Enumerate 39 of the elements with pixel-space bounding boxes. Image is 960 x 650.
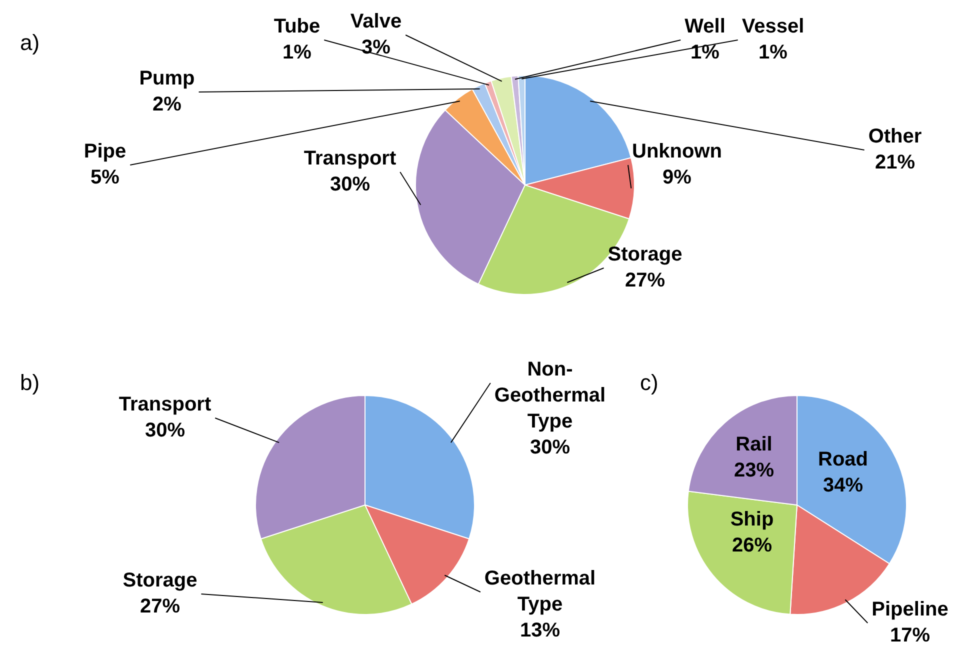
data-label: 30% (330, 174, 370, 196)
data-label: 30% (144, 420, 186, 442)
slice-label: Storage (122, 570, 198, 592)
slice-label: Unknown (632, 140, 722, 163)
data-label: 30% (530, 436, 570, 459)
slice-label: Transport (118, 394, 212, 416)
data-label: 9% (662, 166, 692, 189)
text: a) (20, 30, 40, 56)
data-label: 34% (822, 474, 864, 497)
slice-label: Vessel (742, 16, 804, 38)
data-label: 1% (282, 42, 312, 64)
slice-label: Storage (608, 244, 682, 266)
data-label: 17% (890, 624, 930, 647)
slice-label: Ship (730, 508, 774, 531)
data-label: 27% (624, 270, 666, 292)
data-label: 1% (690, 42, 720, 64)
slice-label: Pump (139, 68, 195, 90)
data-label: 3% (362, 36, 391, 59)
slice-label: Valve (350, 10, 402, 33)
slice-label: Rail (736, 434, 772, 456)
slice-label: Pipe (84, 140, 126, 163)
data-label: 26% (732, 534, 772, 557)
data-label: 27% (140, 596, 180, 618)
slice-label: Other (868, 126, 922, 148)
slice-label: Pipeline (872, 598, 948, 621)
data-label: 21% (874, 152, 916, 174)
data-label: 2% (152, 94, 182, 116)
data-label: 13% (520, 620, 560, 642)
slice-label: Tube (274, 16, 320, 38)
data-label: 1% (758, 42, 788, 64)
data-label: 23% (734, 460, 774, 482)
slice-label: Geothermal Type (484, 568, 596, 616)
slice-label: Transport (304, 148, 396, 170)
data-label: 5% (90, 166, 120, 189)
slice-label: Road (818, 448, 868, 471)
chart-title: c) (640, 370, 658, 396)
slice-label: Well (684, 16, 726, 38)
slice-label: Non-Geothermal Type (494, 358, 606, 433)
chart-title: b) (20, 370, 40, 396)
